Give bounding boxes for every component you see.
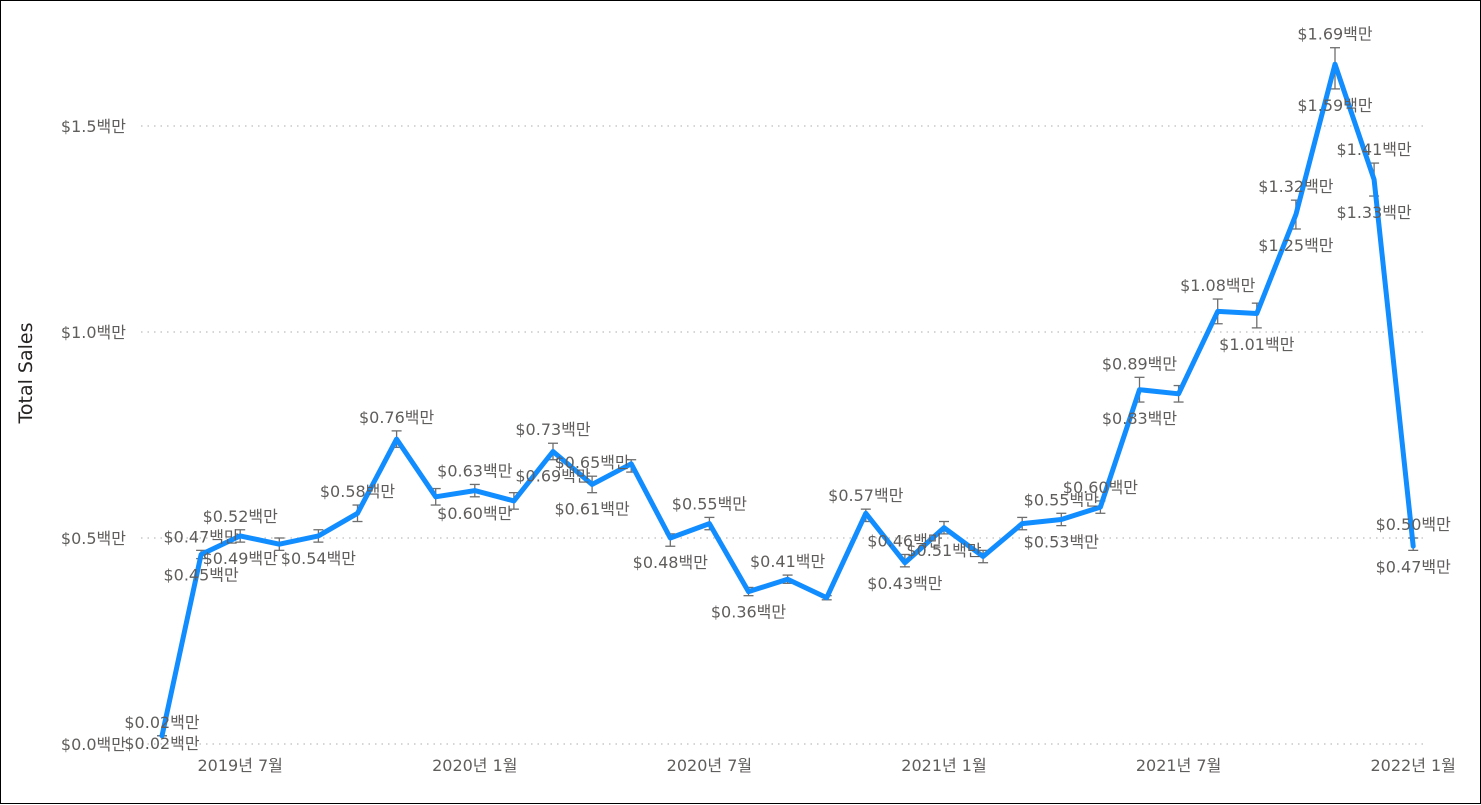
data-point — [1373, 178, 1376, 181]
error-bars — [157, 47, 1419, 737]
data-label: $0.50백만 — [1376, 515, 1452, 534]
data-point — [1294, 213, 1297, 216]
data-label: $1.25백만 — [1258, 236, 1334, 255]
data-label: $0.51백만 — [906, 541, 982, 560]
data-label: $0.60백만 — [437, 504, 513, 523]
data-label: $0.55백만 — [672, 494, 748, 513]
data-point — [512, 499, 515, 502]
data-point — [1021, 522, 1024, 525]
data-label: $0.58백만 — [320, 482, 396, 501]
data-point — [982, 555, 985, 558]
x-tick-label: 2020년 1월 — [432, 756, 517, 775]
data-point — [786, 578, 789, 581]
data-label: $0.46백만 — [867, 531, 943, 550]
x-axis-ticks: 2019년 7월 2020년 1월 2020년 7월 2021년 1월 2021년 7월… — [197, 756, 1455, 775]
data-point — [356, 512, 359, 515]
y-axis-title: Total Sales — [15, 323, 37, 425]
y-tick-label: $0.0백만 — [61, 735, 126, 754]
data-point — [1138, 388, 1141, 391]
data-label: $0.52백만 — [203, 507, 279, 526]
data-label: $0.36백만 — [711, 603, 787, 622]
x-tick-label: 2020년 7월 — [667, 756, 752, 775]
data-point — [747, 590, 750, 593]
data-label: $0.48백만 — [633, 553, 709, 572]
data-label: $0.49백만 — [203, 549, 279, 568]
gridlines — [141, 125, 1423, 745]
data-label: $0.65백만 — [554, 453, 630, 472]
data-point — [1255, 312, 1258, 315]
data-point — [1177, 392, 1180, 395]
data-point — [903, 561, 906, 564]
y-tick-label: $1.0백만 — [61, 323, 126, 342]
data-label: $0.43백만 — [867, 574, 943, 593]
data-point — [395, 438, 398, 441]
data-point — [591, 483, 594, 486]
x-tick-label: 2021년 7월 — [1136, 756, 1221, 775]
data-label: $0.47백만 — [163, 527, 239, 546]
data-point — [473, 489, 476, 492]
data-point — [552, 450, 554, 453]
data-label: $0.47백만 — [1376, 557, 1452, 576]
data-label: $1.01백만 — [1219, 335, 1295, 354]
data-point — [317, 534, 320, 537]
data-point — [239, 534, 242, 537]
data-label: $0.57백만 — [828, 486, 904, 505]
data-label: $1.41백만 — [1336, 140, 1412, 159]
data-label: $0.83백만 — [1102, 409, 1178, 428]
data-label: $0.63백만 — [437, 461, 513, 480]
data-point — [943, 526, 945, 529]
data-label: $0.45백만 — [163, 566, 239, 585]
data-point — [200, 553, 203, 556]
data-label: $0.89백만 — [1102, 354, 1178, 373]
data-point — [825, 596, 828, 599]
data-label: $0.60백만 — [1063, 478, 1139, 497]
data-label: $0.02백만 — [124, 713, 200, 732]
data-point — [864, 512, 867, 515]
data-label: $0.61백만 — [554, 500, 630, 519]
x-tick-label: 2019년 7월 — [197, 756, 282, 775]
data-point — [161, 734, 163, 737]
data-label: $0.76백만 — [359, 408, 435, 427]
data-label: $0.55백만 — [1024, 490, 1100, 509]
x-tick-label: 2022년 1월 — [1370, 756, 1455, 775]
data-label: $1.59백만 — [1297, 96, 1373, 115]
data-point — [708, 522, 711, 525]
y-tick-label: $0.5백만 — [61, 529, 126, 548]
data-label: $1.32백만 — [1258, 177, 1334, 196]
data-label: $0.73백만 — [515, 420, 591, 439]
data-point — [1412, 545, 1415, 548]
data-labels: $0.02백만 $0.02백만 $0.47백만 $0.45백만 $0.52백만 $0.49… — [124, 25, 1451, 753]
data-point — [434, 495, 437, 498]
y-tick-label: $1.5백만 — [61, 117, 126, 136]
x-tick-label: 2021년 1월 — [901, 756, 986, 775]
data-label: $1.08백만 — [1180, 276, 1256, 295]
data-label: $1.69백만 — [1297, 25, 1373, 44]
data-label: $0.69백만 — [515, 467, 591, 486]
data-point — [1334, 63, 1336, 66]
data-point — [278, 543, 281, 546]
data-point — [1216, 310, 1219, 313]
data-label: $0.02백만 — [124, 734, 200, 753]
series-line — [159, 61, 1416, 739]
y-axis-ticks: $0.0백만 $0.5백만 $1.0백만 $1.5백만 — [61, 117, 126, 754]
data-label: $0.41백만 — [750, 552, 826, 571]
data-label: $1.33백만 — [1336, 203, 1412, 222]
data-point — [630, 462, 633, 465]
data-point — [1060, 518, 1063, 521]
data-label: $0.54백만 — [281, 549, 357, 568]
series-line-path — [159, 61, 1416, 739]
data-point — [669, 537, 672, 539]
data-label: $0.53백만 — [1024, 533, 1100, 552]
data-point — [1099, 506, 1102, 509]
